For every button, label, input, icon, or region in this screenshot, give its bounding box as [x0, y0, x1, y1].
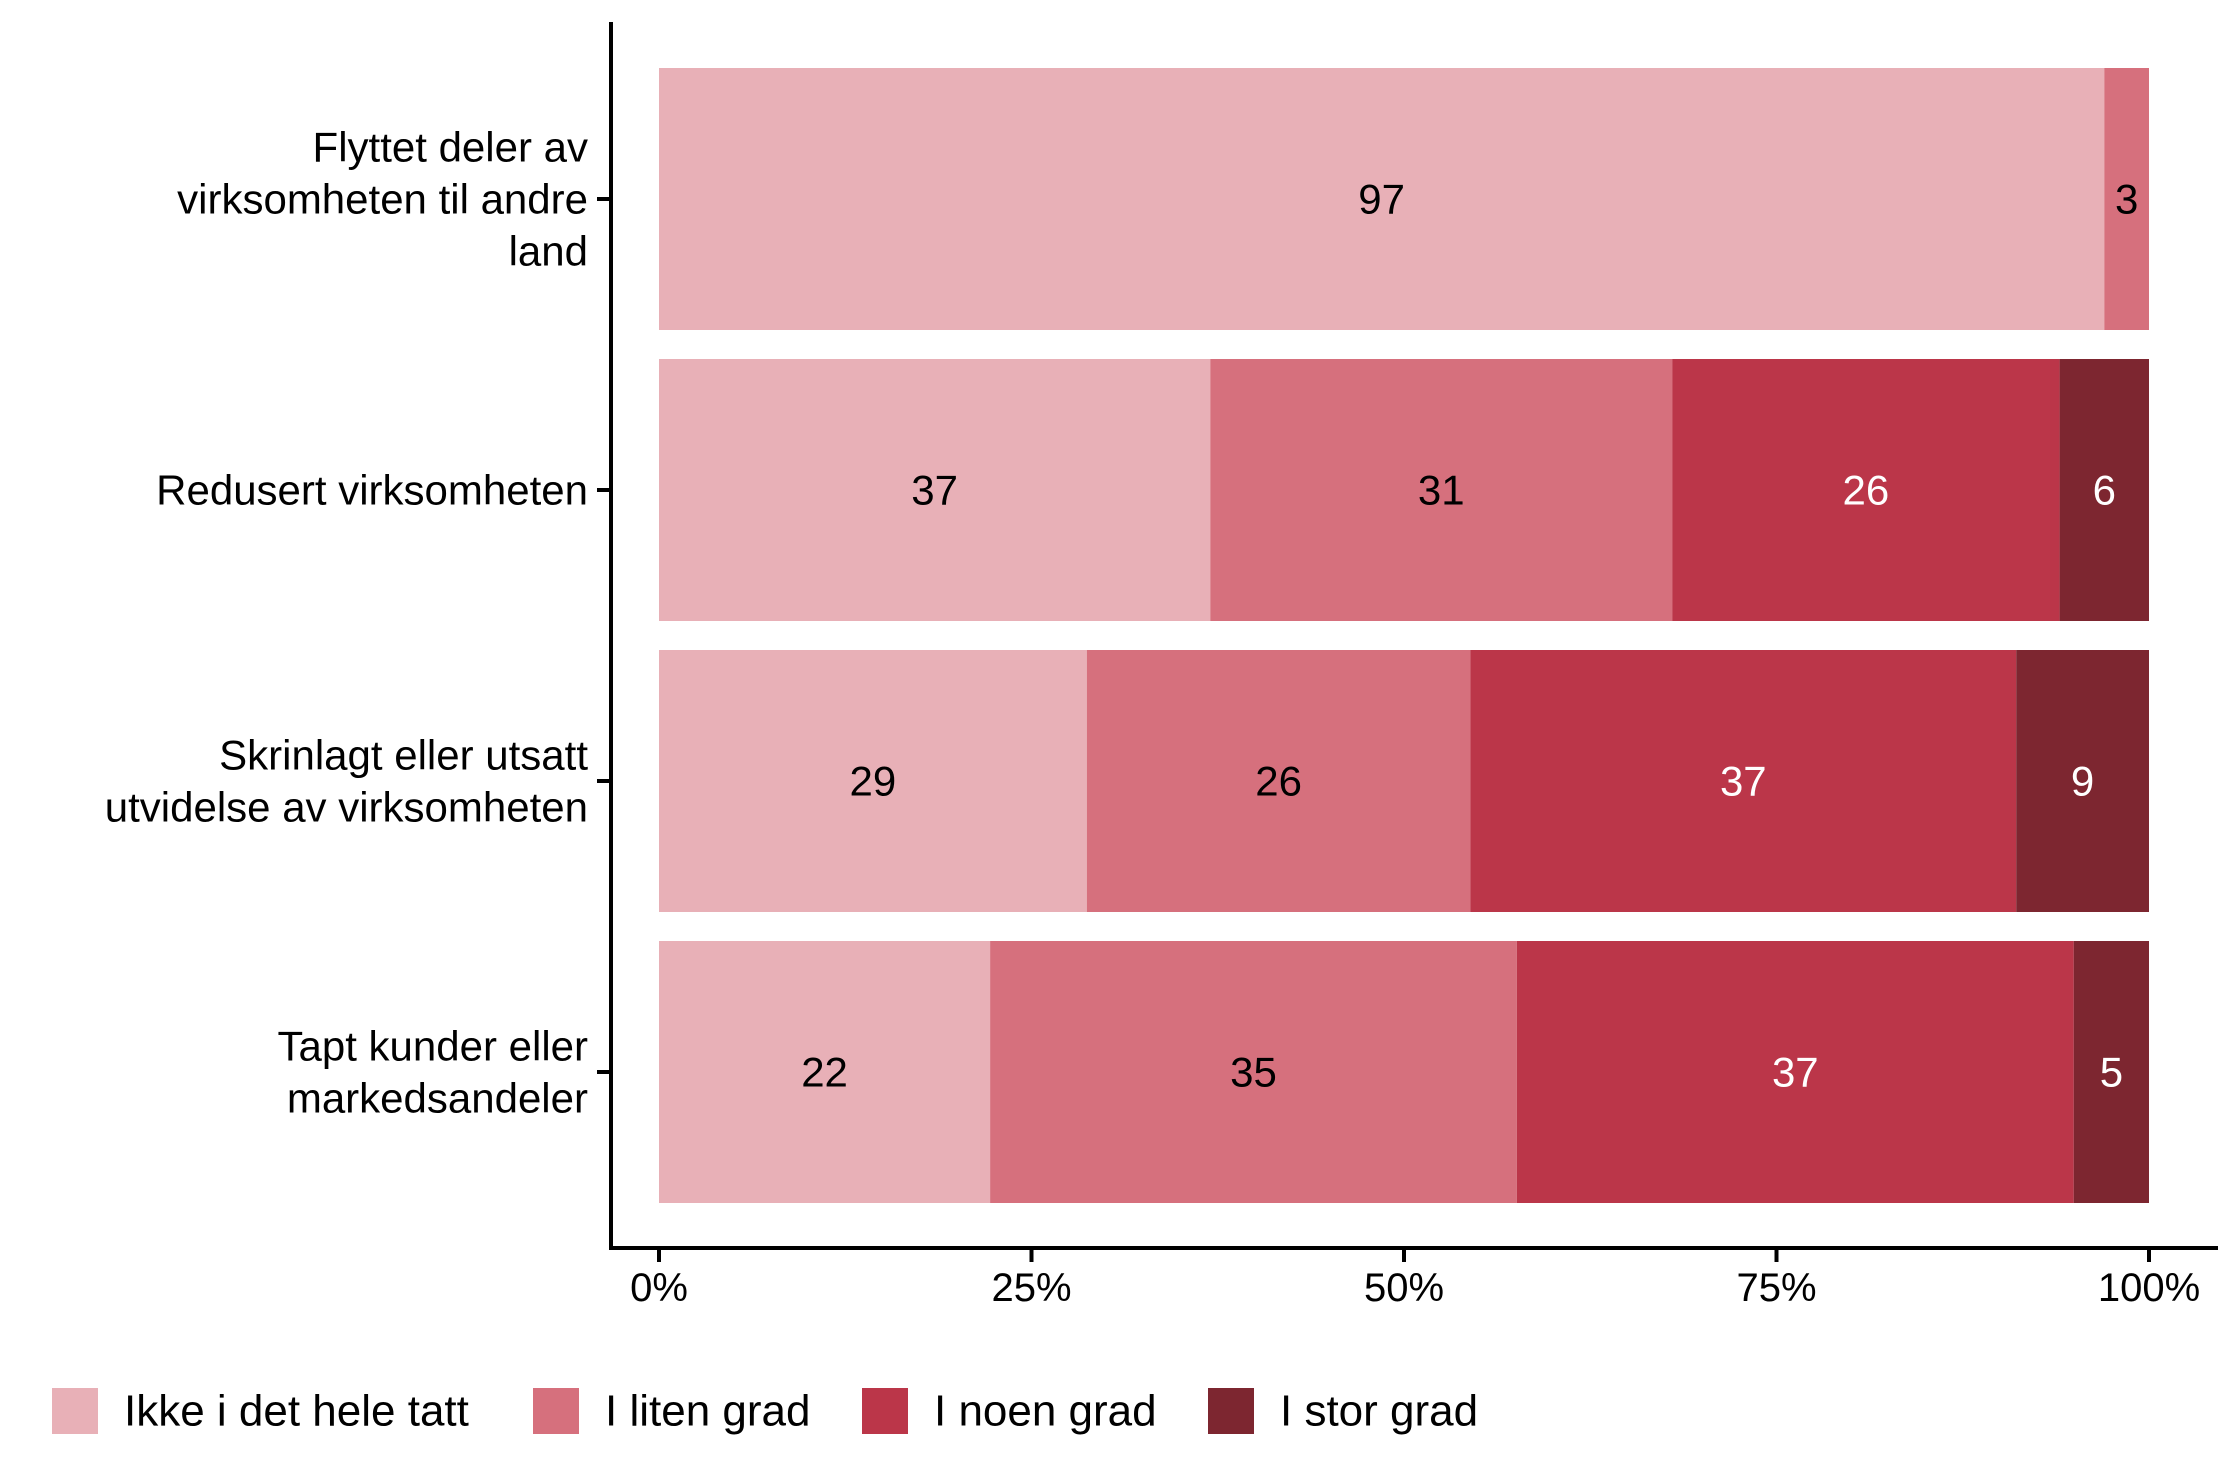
data-label: 31: [1418, 467, 1465, 514]
axes-group: [609, 22, 2218, 1250]
bar-segment: [1210, 359, 1673, 621]
bar-segment: [1516, 941, 2074, 1203]
category-label: markedsandeler: [287, 1075, 588, 1122]
bar-segment: [2073, 941, 2149, 1203]
bar-segment: [659, 68, 2105, 330]
data-label: 3: [2115, 176, 2138, 223]
bar-segment: [659, 941, 991, 1203]
x-tick-label: 75%: [1736, 1266, 1816, 1310]
bar-segment: [659, 650, 1087, 912]
legend-swatch: [862, 1388, 908, 1434]
category-label: utvidelse av virksomheten: [105, 784, 588, 831]
category-labels-group: Flyttet deler av virksomheten til andre la…: [105, 124, 611, 1122]
data-label: 37: [1720, 758, 1767, 805]
category-label: Flyttet deler av: [313, 124, 588, 171]
bar-segment: [2016, 650, 2149, 912]
data-label: 9: [2071, 758, 2094, 805]
bar-segment: [2104, 68, 2149, 330]
legend: Ikke i det hele tatt I liten grad I noen g…: [52, 1387, 1478, 1436]
legend-label: I noen grad: [934, 1387, 1157, 1436]
bar-segment: [990, 941, 1517, 1203]
x-tick-label: 50%: [1364, 1266, 1444, 1310]
category-label: land: [509, 228, 588, 275]
data-label: 6: [2093, 467, 2116, 514]
legend-label: I liten grad: [605, 1387, 810, 1436]
category-label: Redusert virksomheten: [156, 467, 588, 514]
bar-segment: [659, 359, 1211, 621]
data-label: 5: [2100, 1049, 2123, 1096]
data-label: 22: [801, 1049, 848, 1096]
data-label: 26: [1255, 758, 1302, 805]
bars-group: [659, 68, 2149, 1203]
bar-segment: [1470, 650, 2017, 912]
x-tick-label: 100%: [2098, 1266, 2200, 1310]
data-label: 37: [911, 467, 958, 514]
x-tick-label: 25%: [991, 1266, 1071, 1310]
legend-label: I stor grad: [1280, 1387, 1478, 1436]
x-tick-label: 0%: [630, 1266, 688, 1310]
bar-segment: [1086, 650, 1471, 912]
bar-segment: [2059, 359, 2149, 621]
data-label: 97: [1358, 176, 1405, 223]
legend-swatch: [52, 1388, 98, 1434]
legend-swatch: [533, 1388, 579, 1434]
data-labels-group: 97 3 37 31 26 6 29 26 37 9 22 35 37 5: [801, 176, 2138, 1096]
category-label: Tapt kunder eller: [277, 1023, 588, 1070]
category-label: virksomheten til andre: [177, 176, 588, 223]
x-ticks-group: 0% 25% 50% 75% 100%: [630, 1248, 2200, 1310]
data-label: 29: [850, 758, 897, 805]
data-label: 35: [1230, 1049, 1277, 1096]
bar-segment: [1672, 359, 2060, 621]
category-label: Skrinlagt eller utsatt: [219, 732, 588, 779]
legend-swatch: [1208, 1388, 1254, 1434]
data-label: 26: [1843, 467, 1890, 514]
legend-label: Ikke i det hele tatt: [124, 1387, 469, 1436]
data-label: 37: [1772, 1049, 1819, 1096]
